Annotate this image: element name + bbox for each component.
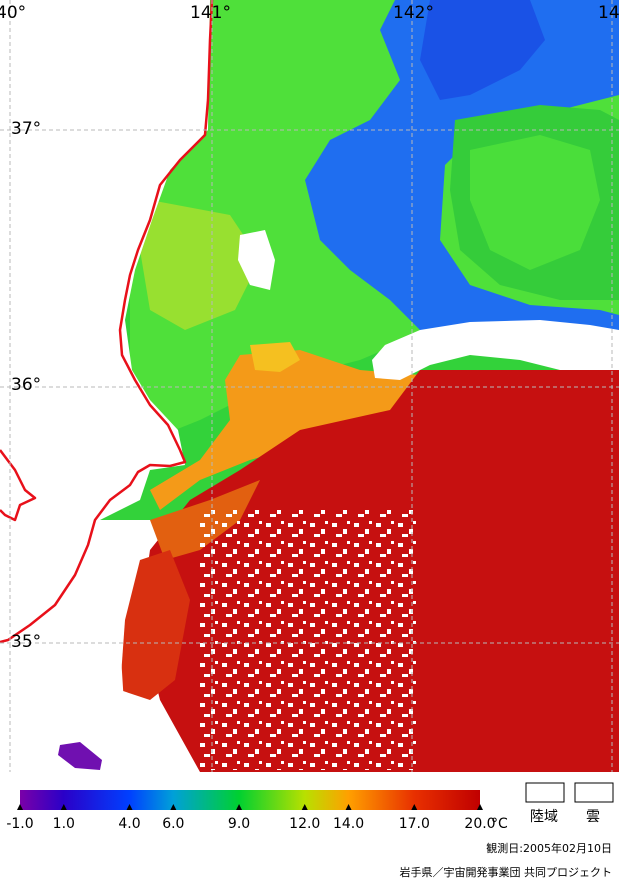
graticule: [0, 0, 619, 772]
frontal-zone: [150, 350, 440, 510]
colorbar-tick-label: 17.0: [399, 816, 430, 832]
colorbar-tick-label: 14.0: [333, 816, 364, 832]
cloud-mask: [238, 230, 619, 380]
colorbar-tick: [60, 804, 67, 810]
lat-label-37: 37°: [11, 119, 41, 139]
nearshore-warm-region: [140, 200, 260, 330]
cold-water-patch: [58, 742, 102, 770]
warm-filament: [250, 342, 300, 372]
colorbar-tick-label: 6.0: [162, 816, 184, 832]
cold-core-region: [420, 0, 545, 100]
lon-label-141: 141°: [190, 3, 231, 23]
land-legend-swatch: [525, 782, 565, 803]
land-area: [0, 0, 210, 640]
colorbar-tick: [170, 804, 177, 810]
colorbar: -1.0 1.0 4.0 6.0 9.0 12.0 14.0 17.0 20.0 °C: [6, 790, 508, 832]
land-area-south: [0, 640, 200, 772]
land-legend-label: 陸域: [530, 809, 558, 825]
cloud-legend-swatch: [574, 782, 614, 803]
colorbar-tick-label: 1.0: [53, 816, 75, 832]
colorbar-tick: [126, 804, 133, 810]
lon-label-140: 40°: [0, 3, 26, 23]
lat-label-35: 35°: [11, 632, 41, 652]
colorbar-tick-label: 20.0: [464, 816, 495, 832]
cloud-speckles: [200, 510, 420, 770]
colorbar-tick: [17, 804, 23, 810]
cold-current-region: [305, 0, 619, 330]
lon-label-143: 14: [598, 3, 619, 23]
colorbar-ticks: -1.0 1.0 4.0 6.0 9.0 12.0 14.0 17.0 20.0: [6, 804, 496, 832]
credit-text: 岩手県／宇宙開発事業団 共同プロジェクト: [400, 865, 613, 879]
coastline: [0, 0, 214, 644]
colorbar-gradient: [20, 790, 480, 810]
colorbar-tick-label: 4.0: [118, 816, 140, 832]
colorbar-unit: °C: [491, 816, 508, 832]
mask-legend: 陸域 雲: [525, 782, 614, 825]
lat-label-36: 36°: [11, 375, 41, 395]
colorbar-tick-label: 12.0: [289, 816, 320, 832]
coordinate-labels: 40° 141° 142° 14 37° 36° 35°: [0, 3, 619, 652]
land-mask: [0, 0, 210, 772]
colorbar-tick-label: 9.0: [228, 816, 250, 832]
observation-date: 観測日:2005年02月10日: [486, 841, 612, 855]
lon-label-142: 142°: [393, 3, 434, 23]
colorbar-tick-label: -1.0: [6, 816, 33, 832]
colorbar-tick: [236, 804, 243, 810]
cloud-legend-label: 雲: [586, 809, 600, 825]
colorbar-tick: [411, 804, 418, 810]
colorbar-tick: [477, 804, 483, 810]
southern-coastal-warm: [120, 550, 190, 700]
colorbar-tick: [301, 804, 308, 810]
colorbar-tick: [345, 804, 352, 810]
eddy-core-region: [470, 135, 600, 270]
